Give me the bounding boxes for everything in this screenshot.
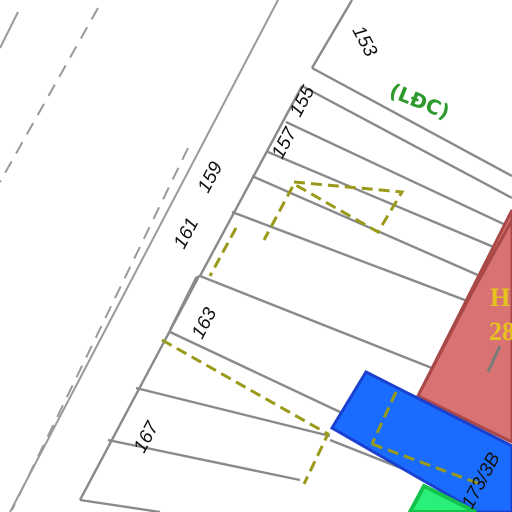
pink-building-label-line1: H — [490, 283, 510, 312]
road-centerline-left — [0, 7, 99, 183]
pink-building-leader-line — [486, 345, 502, 373]
parcel-163-bottom — [169, 330, 341, 414]
parcel-frontage-edge — [198, 85, 304, 277]
lot-label-153: 153 — [348, 22, 382, 60]
road-dashed-lines — [0, 7, 189, 511]
parcel-161-bottom — [199, 274, 443, 374]
road-centerline-right — [11, 147, 189, 511]
lot-label-163: 163 — [188, 304, 222, 342]
dashed-boundary-163-165 — [161, 338, 330, 485]
pink-building-body — [415, 219, 512, 444]
dashed-boundary-161 — [208, 227, 238, 277]
blue-building-173-3b[interactable] — [329, 370, 512, 512]
blue-building-shape[interactable] — [329, 370, 512, 512]
parcel-155-top — [301, 84, 512, 200]
road-edges — [0, 0, 279, 512]
pink-building[interactable]: H 28 — [415, 209, 512, 444]
parcel-161-163-divider — [231, 210, 471, 304]
lot-label-161: 161 — [170, 214, 203, 252]
pink-building-label-line2: 28 — [489, 317, 512, 346]
dashed-boundary-157-159 — [262, 180, 405, 241]
road-edge-right — [9, 0, 279, 512]
parcel-155-157-divider — [285, 120, 512, 230]
lot-label-155: 155 — [286, 82, 320, 120]
parcel-163-frontage — [168, 274, 201, 331]
road-edge-far-left — [0, 11, 19, 49]
lot-label-157: 157 — [268, 123, 302, 162]
parcel-167-bottom — [79, 498, 161, 512]
lot-label-159: 159 — [194, 158, 228, 196]
ldc-note: (LĐC) — [386, 78, 453, 124]
blue-building-dashed-right — [371, 442, 481, 486]
blue-building-dashed-inner — [370, 391, 398, 445]
parcel-165-divider — [135, 386, 331, 438]
parcel-153 — [310, 0, 512, 178]
parcel-157-159-divider — [267, 150, 497, 250]
green-building-shape[interactable] — [407, 483, 477, 512]
green-building[interactable] — [407, 483, 477, 512]
parcel-167-top — [107, 438, 301, 482]
